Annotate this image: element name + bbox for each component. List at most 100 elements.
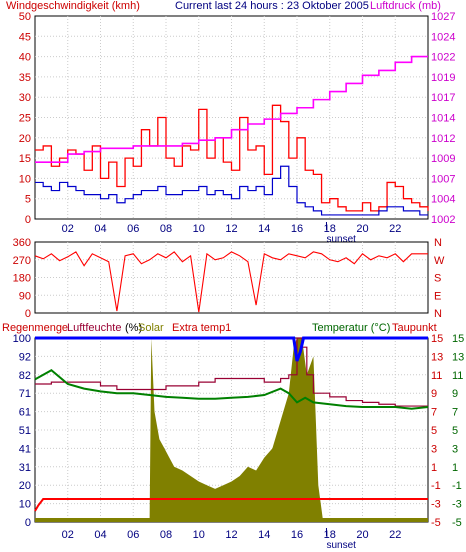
rain-label: Regenmenge — [2, 322, 68, 334]
humidity-y-tick-label: 31 — [19, 462, 31, 474]
dewpoint-y-tick-label: 3 — [431, 443, 437, 455]
humidity-y-tick-label: 61 — [19, 407, 31, 419]
wind-x-tick-label: 06 — [127, 223, 139, 235]
temperature-y-tick-label: 9 — [452, 388, 458, 400]
humidity-y-tick-label: 82 — [19, 370, 31, 382]
solar-label: Solar — [138, 322, 164, 334]
direction-compass-label: W — [434, 255, 445, 267]
dewpoint-y-tick-label: 11 — [431, 370, 442, 382]
temperature-y-tick-label: 1 — [452, 462, 458, 474]
wind-y-tick-label: 10 — [19, 173, 31, 185]
wind-y-tick-label: 40 — [19, 52, 31, 64]
wind-x-tick-label: 22 — [389, 223, 401, 235]
direction-y-tick-label: 360 — [13, 237, 31, 249]
climate-x-tick-label: 10 — [193, 529, 205, 541]
temperature-y-tick-label: 13 — [452, 351, 464, 363]
climate-x-tick-label: 14 — [258, 529, 270, 541]
wind-y-tick-label: 15 — [19, 153, 31, 165]
dewpoint-y-tick-label: 13 — [431, 351, 443, 363]
wind-x-tick-label: 10 — [193, 223, 205, 235]
direction-y-tick-label: 0 — [25, 308, 31, 320]
pressure-line — [35, 55, 428, 163]
wind-y-tick-label: 0 — [25, 214, 31, 226]
dewpoint-label: Taupunkt — [392, 322, 437, 334]
wind-x-tick-label: 08 — [160, 223, 172, 235]
solar-area — [35, 338, 428, 522]
dewpoint-y-tick-label: 7 — [431, 407, 437, 419]
temperature-y-tick-label: -3 — [452, 499, 462, 511]
wind-y-tick-label: 20 — [19, 133, 31, 145]
wind-y-tick-label: 35 — [19, 72, 31, 84]
rain-baseline — [35, 518, 428, 522]
temperature-y-tick-label: 15 — [452, 333, 464, 345]
direction-y-tick-label: 270 — [13, 255, 31, 267]
humidity-y-tick-label: 20 — [19, 480, 31, 492]
extra-temp-label: Extra temp1 — [172, 322, 231, 334]
climate-x-tick-label: 22 — [389, 529, 401, 541]
pressure-y-tick-label: 1024 — [431, 31, 455, 43]
wind-x-tick-label: 04 — [94, 223, 106, 235]
wind-x-tick-label: 20 — [356, 223, 368, 235]
wind-y-tick-label: 25 — [19, 113, 31, 125]
pressure-y-tick-label: 1007 — [431, 173, 455, 185]
wind-x-tick-label: 02 — [62, 223, 74, 235]
humidity-y-tick-label: 51 — [19, 425, 31, 437]
climate-x-tick-label: 12 — [225, 529, 237, 541]
temperature-y-tick-label: 11 — [452, 370, 463, 382]
dewpoint-line — [34, 498, 428, 512]
dewpoint-y-tick-label: 5 — [431, 425, 437, 437]
direction-y-tick-label: 180 — [13, 273, 31, 285]
direction-compass-label: E — [434, 290, 441, 302]
pressure-y-tick-label: 1027 — [431, 11, 455, 23]
pressure-y-tick-label: 1004 — [431, 194, 455, 206]
wind-y-tick-label: 30 — [19, 92, 31, 104]
dewpoint-y-tick-label: -3 — [431, 499, 441, 511]
temperature-y-tick-label: 3 — [452, 443, 458, 455]
wind-x-sunset-label: sunset — [326, 234, 356, 245]
pressure-y-tick-label: 1002 — [431, 214, 455, 226]
direction-compass-label: S — [434, 273, 441, 285]
extra-temp-line — [35, 336, 428, 362]
wind-x-tick-label: 14 — [258, 223, 270, 235]
dewpoint-y-tick-label: 9 — [431, 388, 437, 400]
current-date-label: Current last 24 hours : 23 Oktober 2005 — [175, 0, 369, 12]
humidity-y-tick-label: 0 — [25, 517, 31, 529]
wind-x-tick-label: 12 — [225, 223, 237, 235]
climate-x-tick-label: 04 — [94, 529, 106, 541]
pressure-y-tick-label: 1017 — [431, 92, 455, 104]
climate-x-tick-label: 20 — [356, 529, 368, 541]
temperature-y-tick-label: 7 — [452, 407, 458, 419]
temperature-y-tick-label: -5 — [452, 517, 462, 529]
climate-x-tick-label: 06 — [127, 529, 139, 541]
climate-x-sunset-label: sunset — [326, 540, 356, 551]
wind-y-tick-label: 5 — [25, 194, 31, 206]
pressure-y-tick-label: 1019 — [431, 72, 455, 84]
climate-x-tick-label: 16 — [291, 529, 303, 541]
dewpoint-y-tick-label: -5 — [431, 517, 441, 529]
climate-x-tick-label: 08 — [160, 529, 172, 541]
wind-avg-line — [35, 165, 428, 216]
wind-speed-label: Windgeschwindigkeit (kmh) — [6, 0, 140, 12]
pressure-label: Luftdruck (mb) — [370, 0, 441, 12]
temperature-label: Temperatur (°C) — [312, 322, 390, 334]
wind-x-tick-label: 16 — [291, 223, 303, 235]
humidity-y-tick-label: 41 — [19, 443, 31, 455]
wind-y-tick-label: 50 — [19, 11, 31, 23]
humidity-y-tick-label: 100 — [13, 333, 31, 345]
dewpoint-y-tick-label: 1 — [431, 462, 437, 474]
humidity-y-tick-label: 92 — [19, 351, 31, 363]
pressure-y-tick-label: 1009 — [431, 153, 455, 165]
temperature-y-tick-label: -1 — [452, 480, 462, 492]
humidity-y-tick-label: 71 — [19, 388, 31, 400]
direction-y-tick-label: 90 — [19, 290, 31, 302]
climate-x-tick-label: 02 — [62, 529, 74, 541]
pressure-y-tick-label: 1014 — [431, 113, 455, 125]
humidity-label: Luftfeuchte — [67, 322, 121, 334]
direction-compass-label: N — [434, 308, 442, 320]
wind-y-tick-label: 45 — [19, 31, 31, 43]
pressure-y-tick-label: 1012 — [431, 133, 455, 145]
dewpoint-y-tick-label: -1 — [431, 480, 441, 492]
direction-compass-label: N — [434, 237, 442, 249]
